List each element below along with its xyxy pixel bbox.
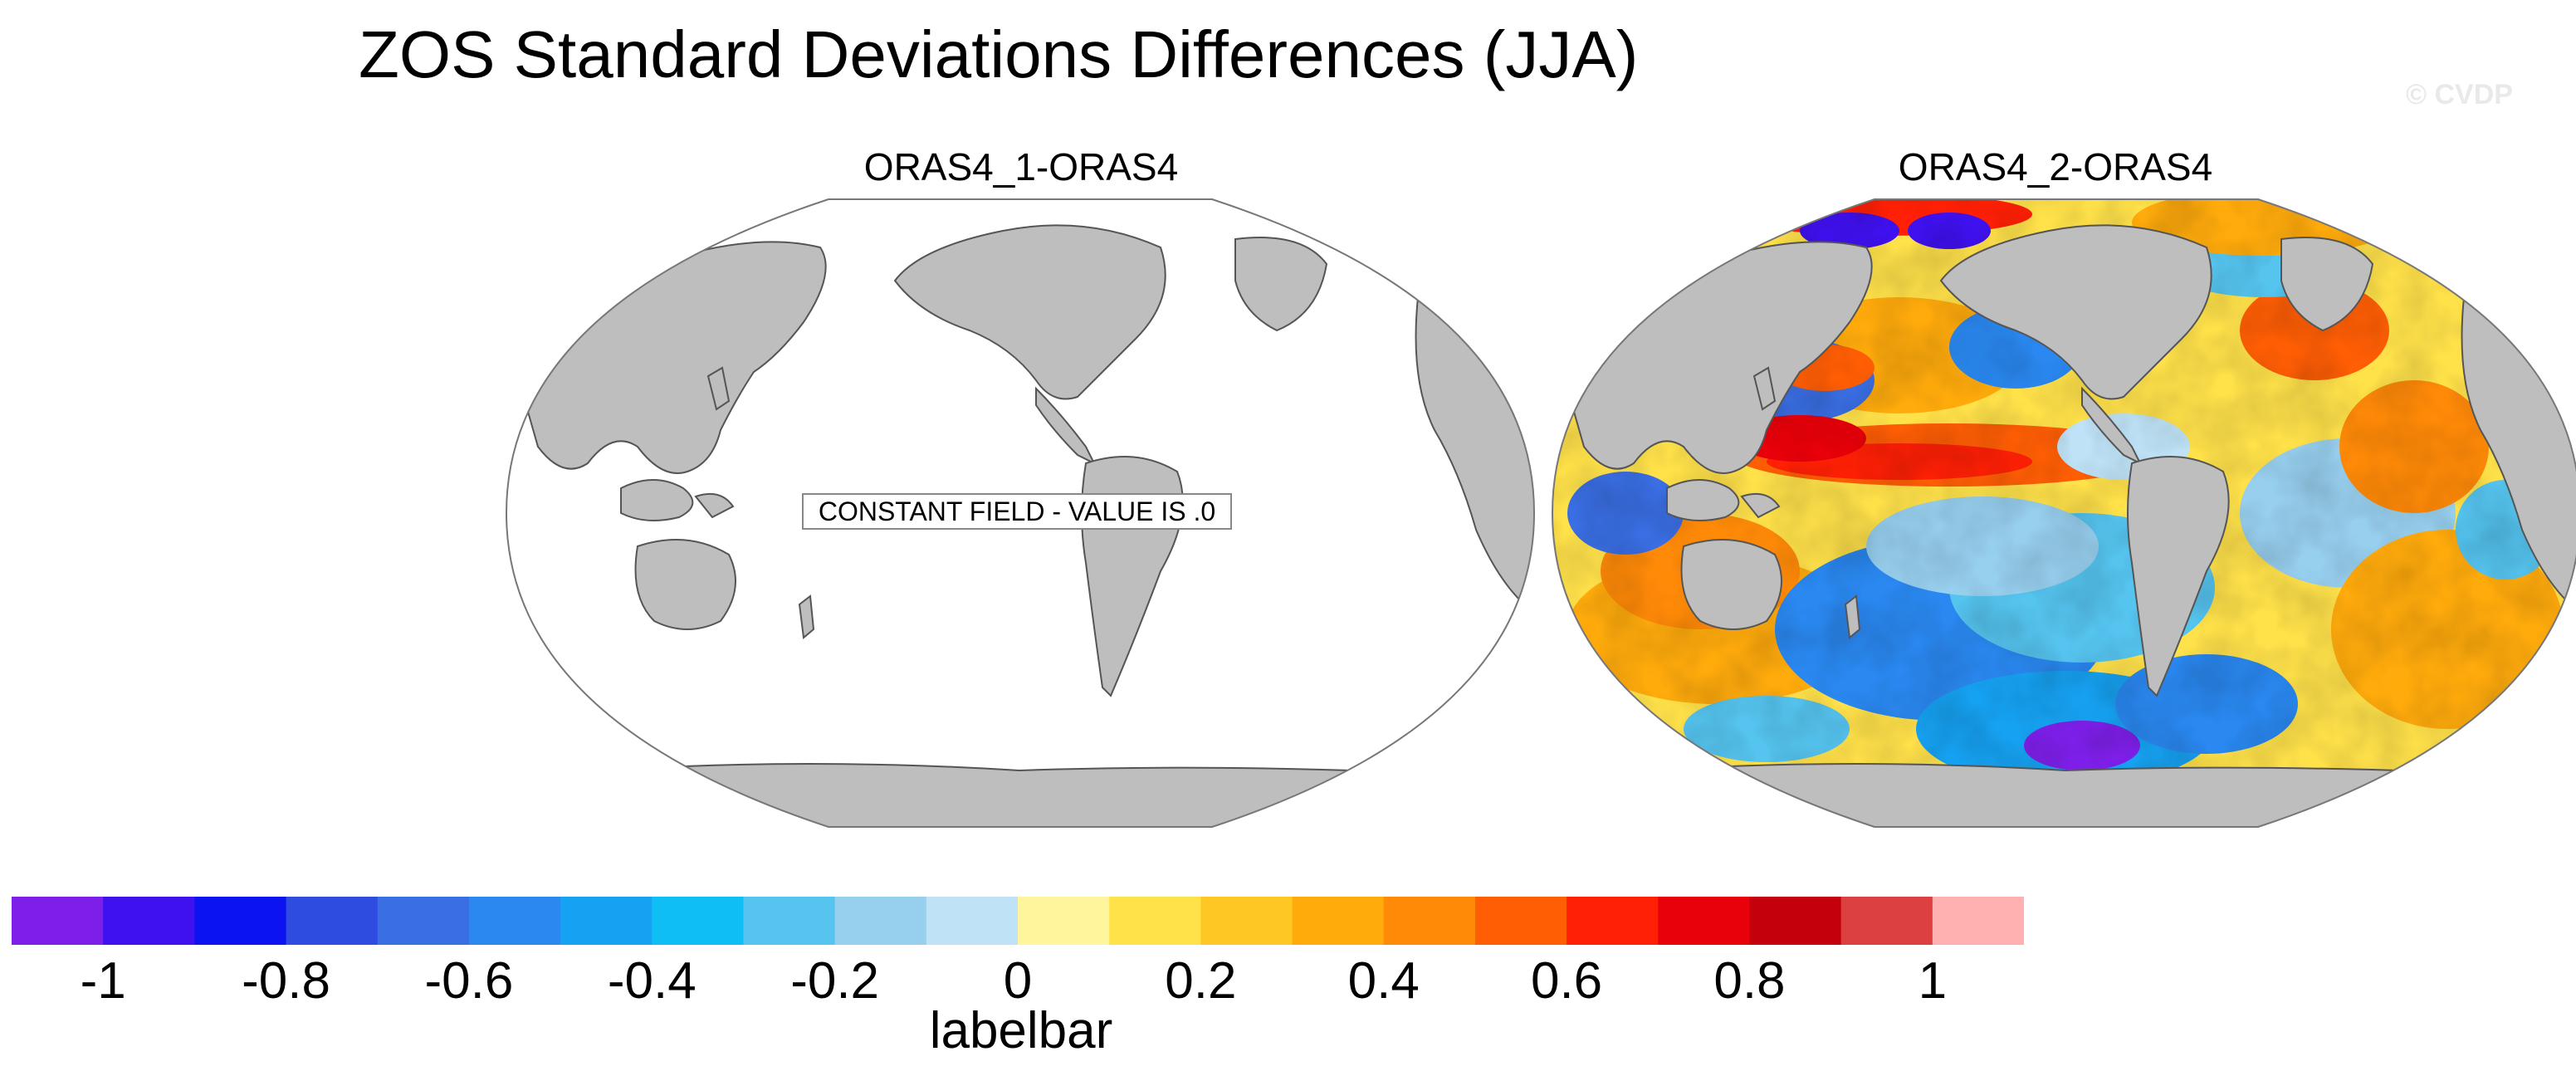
figure-title: ZOS Standard Deviations Differences (JJA… (359, 17, 1639, 91)
panel-title-left: ORAS4_1-ORAS4 (863, 145, 1179, 188)
colorbar-swatch (1018, 897, 1110, 945)
colorbar-swatch (103, 897, 195, 945)
colorbar-swatch (1383, 897, 1476, 945)
colorbar-tick-label: 0.6 (1530, 952, 1603, 1010)
colorbar-swatch (834, 897, 927, 945)
colorbar-swatch (652, 897, 744, 945)
colorbar-swatch (926, 897, 1019, 945)
colorbar-swatch (1840, 897, 1933, 945)
panel-title-right: ORAS4_2-ORAS4 (1898, 145, 2213, 188)
map-outline (505, 198, 1536, 828)
colorbar-swatch (560, 897, 653, 945)
constant-field-note: CONSTANT FIELD - VALUE IS .0 (802, 493, 1232, 530)
colorbar-swatch (194, 897, 287, 945)
colorbar-tick-label: 0.2 (1165, 952, 1237, 1010)
colorbar-swatch (1567, 897, 1659, 945)
colorbar-swatch (1932, 897, 2024, 945)
colorbar-tick-label: -0.2 (790, 952, 880, 1010)
colorbar-swatch (743, 897, 836, 945)
colorbar-swatch (1200, 897, 1293, 945)
colorbar-swatch (1749, 897, 1842, 945)
colorbar-swatch (1292, 897, 1385, 945)
colorbar-swatch (1658, 897, 1750, 945)
colorbar-tick-label: 0.8 (1713, 952, 1786, 1010)
map-outline (1551, 198, 2576, 828)
colorbar-tick-label: -0.4 (607, 952, 697, 1010)
map-panel-right (1551, 198, 2576, 828)
colorbar-swatch (468, 897, 561, 945)
watermark-text: © CVDP (2406, 79, 2513, 110)
colorbar-swatch (286, 897, 379, 945)
colorbar-swatch (1109, 897, 1201, 945)
colorbar-swatch (377, 897, 470, 945)
colorbar-tick-label: 0 (1003, 952, 1033, 1010)
colorbar-tick-label: -0.8 (242, 952, 330, 1010)
colorbar (12, 897, 2024, 945)
colorbar-tick-label: -0.6 (424, 952, 514, 1010)
colorbar-title: labelbar (929, 1002, 1113, 1059)
colorbar-tick-label: 1 (1918, 952, 1948, 1010)
colorbar-tick-label: -1 (80, 952, 126, 1010)
colorbar-swatch (12, 897, 104, 945)
colorbar-swatch (1474, 897, 1567, 945)
colorbar-tick-label: 0.4 (1347, 952, 1420, 1010)
